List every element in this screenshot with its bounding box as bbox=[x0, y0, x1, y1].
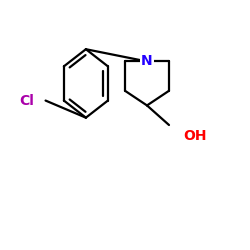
Text: Cl: Cl bbox=[20, 94, 34, 108]
Text: N: N bbox=[141, 54, 153, 68]
Text: OH: OH bbox=[184, 129, 207, 143]
